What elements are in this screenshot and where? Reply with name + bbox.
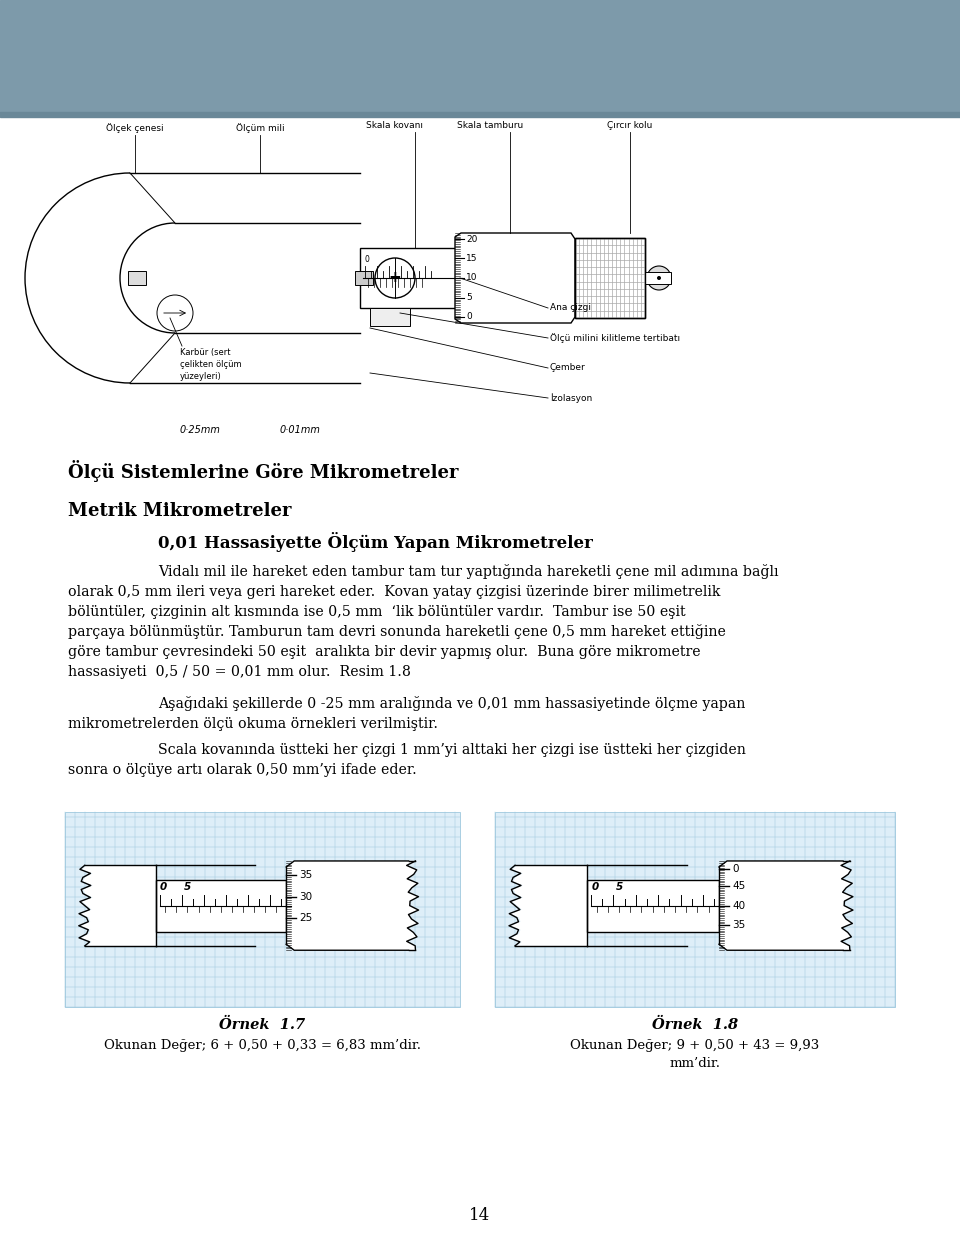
Text: Skala tamburu: Skala tamburu	[457, 121, 523, 130]
Text: Ölçek çenesi: Ölçek çenesi	[107, 123, 164, 132]
Text: +: +	[389, 270, 401, 286]
Bar	[360, 248, 460, 308]
Text: Örnek  1.8: Örnek 1.8	[652, 1018, 738, 1032]
Text: İzolasyon: İzolasyon	[550, 392, 592, 402]
Text: 20: 20	[466, 235, 477, 244]
Text: 30: 30	[300, 891, 312, 901]
Bar	[0, 0, 960, 111]
Text: 0: 0	[365, 255, 370, 264]
Text: 0·01mm: 0·01mm	[279, 425, 321, 435]
Text: sonra o ölçüye artı olarak 0,50 mm’yi ifade eder.: sonra o ölçüye artı olarak 0,50 mm’yi if…	[68, 763, 417, 777]
Text: 14: 14	[469, 1207, 491, 1224]
Text: 35: 35	[732, 920, 745, 930]
Text: hassasiyeti  0,5 / 50 = 0,01 mm olur.  Resim 1.8: hassasiyeti 0,5 / 50 = 0,01 mm olur. Res…	[68, 665, 411, 678]
Polygon shape	[286, 860, 419, 951]
Circle shape	[657, 276, 661, 280]
Text: Ölçü Sistemlerine Göre Mikrometreler: Ölçü Sistemlerine Göre Mikrometreler	[68, 461, 459, 482]
Text: Karbür (sert
çelikten ölçüm
yüzeyleri): Karbür (sert çelikten ölçüm yüzeyleri)	[180, 348, 242, 380]
Text: göre tambur çevresindeki 50 eşit  aralıkta bir devir yapmış olur.  Buna göre mik: göre tambur çevresindeki 50 eşit aralıkt…	[68, 645, 701, 659]
Text: mikrometrelerden ölçü okuma örnekleri verilmiştir.: mikrometrelerden ölçü okuma örnekleri ve…	[68, 717, 438, 730]
Bar	[645, 272, 671, 284]
Polygon shape	[719, 860, 852, 951]
Text: Çırcır kolu: Çırcır kolu	[608, 121, 653, 130]
Text: parçaya bölünmüştür. Tamburun tam devri sonunda hareketli çene 0,5 mm hareket et: parçaya bölünmüştür. Tamburun tam devri …	[68, 624, 726, 639]
Text: Scala kovanında üstteki her çizgi 1 mm’yi alttaki her çizgi ise üstteki her çizg: Scala kovanında üstteki her çizgi 1 mm’y…	[158, 743, 746, 756]
Text: 10: 10	[466, 274, 477, 282]
Text: Metrik Mikrometreler: Metrik Mikrometreler	[68, 501, 292, 520]
Bar	[128, 271, 146, 285]
Bar	[156, 879, 286, 932]
Text: 5: 5	[615, 881, 623, 891]
Bar	[495, 812, 895, 1006]
Bar	[355, 271, 373, 285]
Bar	[587, 879, 719, 932]
Text: Ölçüm mili: Ölçüm mili	[236, 123, 284, 132]
Text: olarak 0,5 mm ileri veya geri hareket eder.  Kovan yatay çizgisi üzerinde birer : olarak 0,5 mm ileri veya geri hareket ed…	[68, 586, 720, 599]
Text: Örnek  1.7: Örnek 1.7	[220, 1018, 305, 1032]
Polygon shape	[81, 865, 156, 946]
Text: 0: 0	[591, 881, 599, 891]
Text: Çember: Çember	[550, 364, 586, 373]
Text: 5: 5	[466, 293, 471, 302]
Text: Okunan Değer; 6 + 0,50 + 0,33 = 6,83 mm’dir.: Okunan Değer; 6 + 0,50 + 0,33 = 6,83 mm’…	[104, 1039, 421, 1052]
Text: 0,01 Hassasiyette Ölçüm Yapan Mikrometreler: 0,01 Hassasiyette Ölçüm Yapan Mikrometre…	[158, 532, 593, 552]
Circle shape	[647, 266, 671, 290]
Text: 5: 5	[183, 881, 191, 891]
Polygon shape	[511, 865, 587, 946]
Text: 0: 0	[160, 881, 167, 891]
Text: 40: 40	[732, 900, 745, 911]
Text: 0: 0	[732, 864, 738, 874]
Text: 45: 45	[732, 881, 745, 891]
Text: bölüntüler, çizginin alt kısmında ise 0,5 mm  ‘lik bölüntüler vardır.  Tambur is: bölüntüler, çizginin alt kısmında ise 0,…	[68, 605, 685, 619]
Text: 35: 35	[300, 870, 312, 880]
Text: Ölçü milini kilitleme tertibatı: Ölçü milini kilitleme tertibatı	[550, 333, 680, 343]
Text: 0: 0	[466, 312, 471, 321]
Polygon shape	[455, 233, 575, 323]
Text: Aşağıdaki şekillerde 0 -25 mm aralığında ve 0,01 mm hassasiyetinde ölçme yapan: Aşağıdaki şekillerde 0 -25 mm aralığında…	[158, 696, 745, 711]
Bar	[65, 812, 460, 1006]
Bar	[370, 308, 410, 326]
Text: Ana çizgi: Ana çizgi	[550, 303, 591, 312]
Text: Vidalı mil ile hareket eden tambur tam tur yaptığında hareketli çene mil adımına: Vidalı mil ile hareket eden tambur tam t…	[158, 565, 779, 579]
Text: 0·25mm: 0·25mm	[180, 425, 221, 435]
Bar	[575, 238, 645, 318]
Text: Okunan Değer; 9 + 0,50 + 43 = 9,93: Okunan Değer; 9 + 0,50 + 43 = 9,93	[570, 1039, 820, 1052]
Circle shape	[375, 258, 415, 298]
Text: 15: 15	[466, 254, 477, 262]
Bar	[0, 111, 960, 118]
Text: Skala kovanı: Skala kovanı	[367, 121, 423, 130]
Text: 25: 25	[300, 914, 312, 924]
Bar	[575, 238, 645, 318]
Text: mm’dir.: mm’dir.	[669, 1057, 721, 1070]
